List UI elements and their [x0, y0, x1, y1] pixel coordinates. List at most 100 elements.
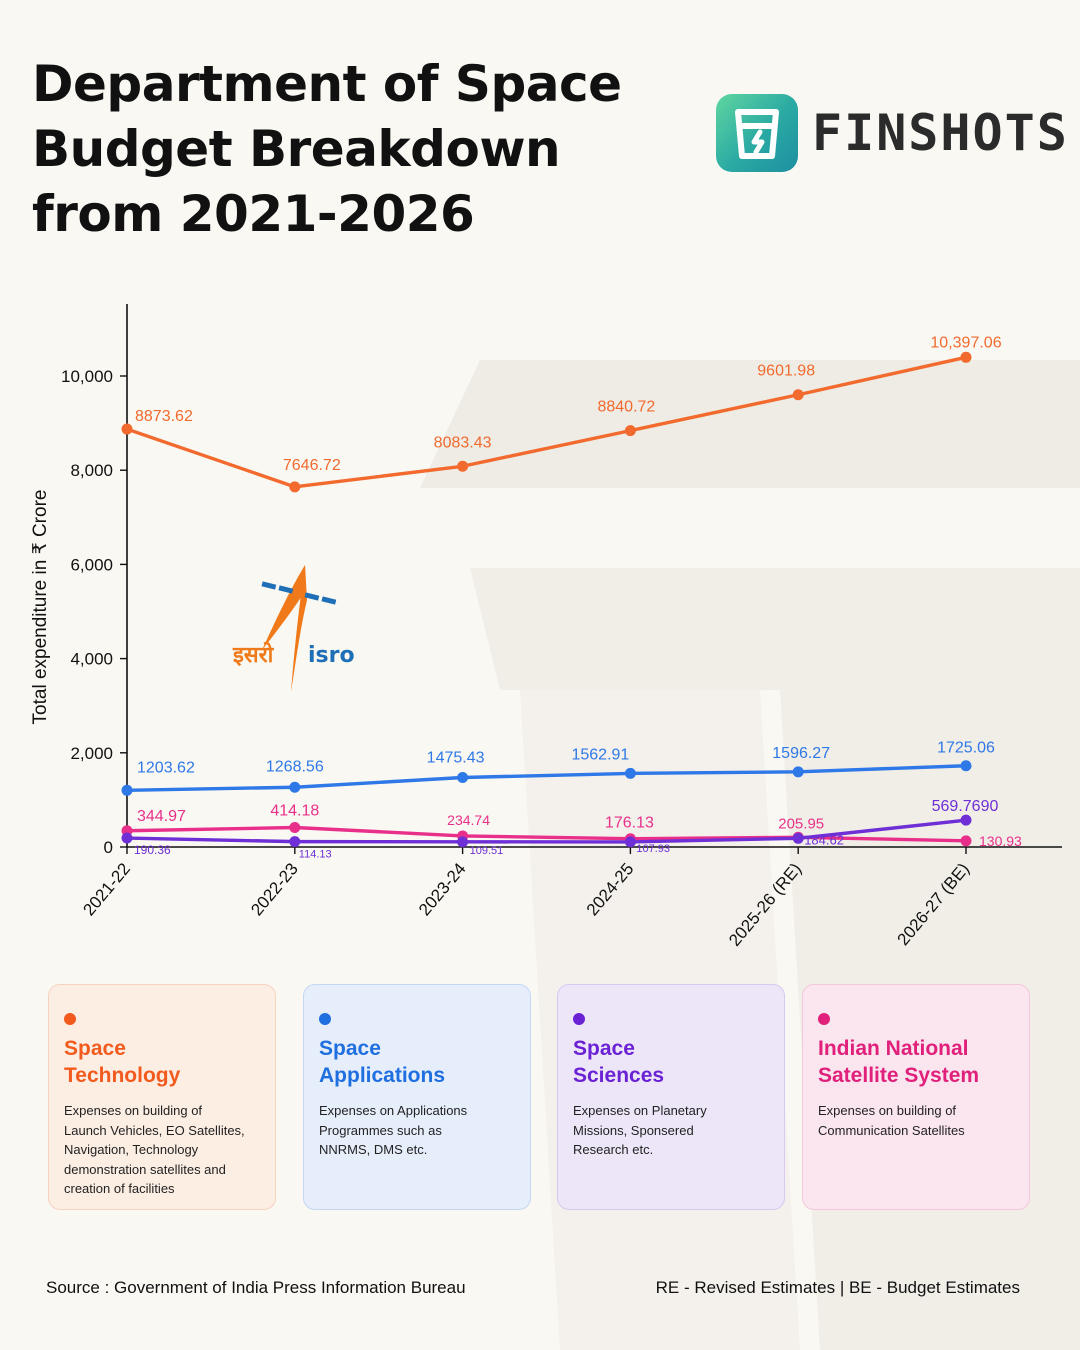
legend-card-title-line: Sciences: [573, 1064, 665, 1087]
isro-logo-english: isro: [308, 643, 355, 668]
legend-card-title-line: Indian National: [818, 1037, 969, 1060]
legend-dot-space-sciences: [573, 1013, 585, 1025]
y-axis-label: Total expenditure in ₹ Crore: [30, 490, 51, 725]
data-point-space-sciences: [457, 836, 469, 848]
y-tick-label: 4,000: [70, 650, 113, 669]
legend-card-description-line: creation of facilities: [64, 1181, 175, 1196]
source-note: Source : Government of India Press Infor…: [46, 1278, 466, 1297]
data-point-space-sciences: [960, 814, 972, 826]
legend-card-description-line: Expenses on Planetary: [573, 1103, 707, 1118]
data-label-space-applications: 1725.06: [937, 740, 995, 757]
brand-header: FINSHOTS: [716, 94, 1069, 172]
isro-logo: इसरो isro: [232, 565, 355, 692]
data-point-space-technology: [457, 460, 469, 472]
data-point-space-applications: [121, 784, 133, 796]
legend-card-description-line: demonstration satellites and: [64, 1161, 226, 1177]
legend-card-insat: Indian National Satellite System Expenses …: [802, 984, 1030, 1210]
legend-card-title-line: Satellite System: [818, 1064, 980, 1087]
data-label-space-technology: 8873.62: [135, 408, 193, 425]
data-point-space-technology: [960, 351, 972, 363]
data-label-insat: 205.95: [778, 815, 824, 832]
legend-card-title: Space Sciences: [573, 1035, 770, 1089]
series-line-space-technology: [126, 355, 967, 489]
data-point-space-applications: [792, 766, 804, 778]
x-tick-label: 2023-24: [415, 859, 470, 919]
legend-card-description-line: Missions, Sponsered: [573, 1122, 694, 1138]
data-label-space-technology: 8083.43: [434, 434, 492, 451]
title-line-2: Budget Breakdown: [32, 120, 561, 178]
y-tick-label: 2,000: [70, 744, 113, 763]
data-label-space-technology: 9601.98: [757, 363, 815, 380]
data-point-insat: [289, 821, 301, 833]
legend-card-description: Expenses on Planetary Missions, Sponsered…: [573, 1101, 770, 1160]
legend-dot-space-applications: [319, 1013, 331, 1025]
data-label-space-sciences: 114.13: [299, 849, 332, 861]
data-point-space-technology: [289, 481, 301, 493]
data-point-space-applications: [624, 767, 636, 779]
y-tick-label: 8,000: [70, 461, 113, 480]
legend-card-description-line: Navigation, Technology: [64, 1142, 199, 1157]
data-point-space-sciences: [121, 832, 133, 844]
data-label-space-applications: 1562.91: [571, 746, 629, 763]
isro-logo-hindi: इसरो: [232, 641, 275, 668]
legend-card-description-line: Expenses on building of: [64, 1103, 203, 1118]
data-point-space-technology: [121, 423, 133, 435]
data-point-space-applications: [289, 781, 301, 793]
data-point-space-applications: [960, 760, 972, 772]
chart-axes: 0 2,000 4,000 6,000 8,000 10,000 2021-22 2022-2…: [61, 304, 1062, 950]
x-tick-label: 2022-23: [247, 859, 302, 919]
data-label-insat: 344.97: [137, 808, 186, 825]
series-line-space-applications: [126, 764, 967, 793]
data-label-space-technology: 8840.72: [597, 399, 655, 416]
legend-card-description: Expenses on building of Communication Sat…: [818, 1101, 1015, 1140]
data-point-space-sciences: [792, 832, 804, 844]
data-label-insat: 176.13: [605, 815, 654, 832]
estimates-legend-note: RE - Revised Estimates | BE - Budget Est…: [655, 1278, 1020, 1297]
legend-card-description-line: Programmes such as: [319, 1122, 442, 1138]
title-line-1: Department of Space: [32, 55, 622, 113]
legend-card-title: Space Applications: [319, 1035, 516, 1089]
legend-card-description-line: Expenses on building of: [818, 1103, 957, 1118]
data-point-insat: [960, 835, 972, 847]
legend-card-title-line: Space: [319, 1037, 381, 1060]
budget-line-chart: इसरो isro 0 2,000 4,000 6,000 8,000 10,000 202…: [30, 304, 1062, 950]
legend-card-space-technology: Space Technology Expenses on building of La…: [48, 984, 276, 1210]
legend-card-description: Expenses on Applications Programmes such …: [319, 1101, 516, 1160]
series-line-space-sciences: [126, 818, 967, 844]
data-label-space-applications: 1203.62: [137, 759, 195, 776]
legend-card-description-line: Communication Satellites: [818, 1122, 965, 1138]
legend-card-description-line: Launch Vehicles, EO Satellites,: [64, 1122, 245, 1138]
data-point-space-technology: [792, 389, 804, 401]
chart-series: 8873.62 7646.72 8083.43 8840.72 9601.98 10,39…: [121, 334, 1022, 861]
data-point-space-sciences: [289, 836, 301, 848]
data-label-space-applications: 1596.27: [772, 745, 830, 762]
data-label-space-sciences: 569.7690: [932, 798, 999, 815]
data-point-space-applications: [457, 772, 469, 784]
page-title: Department of Space Budget Breakdown fro…: [32, 52, 672, 247]
legend-card-title-line: Space: [64, 1037, 126, 1060]
legend-card-space-applications: Space Applications Expenses on Application…: [303, 984, 531, 1210]
y-tick-label: 10,000: [61, 367, 113, 386]
data-label-space-applications: 1268.56: [266, 758, 324, 775]
legend-card-description-line: NNRMS, DMS etc.: [319, 1142, 428, 1157]
x-tick-label: 2025-26 (RE): [725, 859, 805, 949]
data-label-insat: 414.18: [270, 802, 319, 819]
data-label-space-applications: 1475.43: [427, 750, 485, 767]
data-label-space-sciences: 190.36: [134, 843, 171, 857]
data-label-space-technology: 10,397.06: [930, 334, 1001, 351]
data-label-space-technology: 7646.72: [283, 457, 341, 474]
finshots-logo-icon: [716, 94, 798, 172]
legend-card-title-line: Applications: [319, 1064, 446, 1087]
legend-card-description-line: Research etc.: [573, 1142, 654, 1157]
data-label-insat: 234.74: [447, 812, 490, 828]
legend-card-title-line: Space: [573, 1037, 635, 1060]
data-point-space-sciences: [624, 836, 636, 848]
data-label-space-sciences: 107.93: [636, 843, 670, 855]
y-tick-label: 0: [104, 838, 113, 857]
legend-card-description-line: Expenses on Applications: [319, 1103, 468, 1118]
legend-card-title-line: Technology: [64, 1064, 181, 1087]
series-line-insat: [126, 825, 967, 843]
brand-name: FINSHOTS: [812, 104, 1069, 162]
data-label-space-sciences: 184.62: [804, 832, 844, 847]
x-tick-label: 2026-27 (BE): [894, 859, 974, 949]
